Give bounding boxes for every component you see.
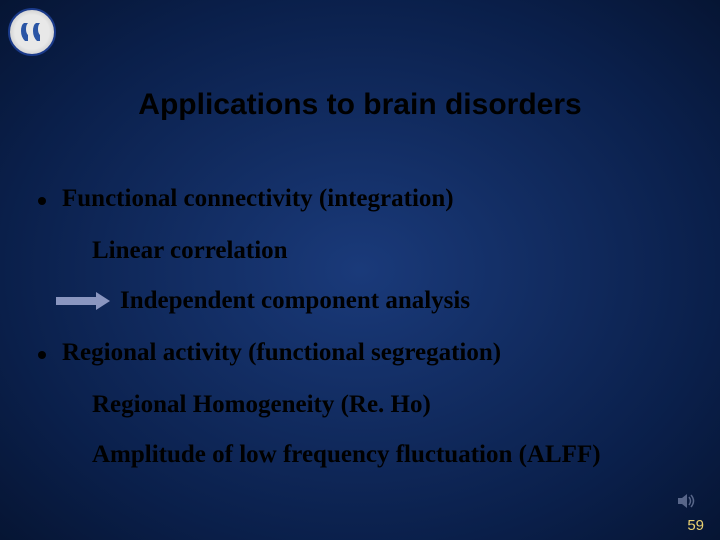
sub-item: Amplitude of low frequency fluctuation (… xyxy=(92,441,690,469)
bullet-text: Functional connectivity (integration) xyxy=(62,185,454,213)
bullet-dot-icon xyxy=(38,197,46,205)
bullet-dot-icon xyxy=(38,351,46,359)
bullet-item: Functional connectivity (integration) xyxy=(38,185,690,213)
sub-item: Regional Homogeneity (Re. Ho) xyxy=(92,391,690,419)
slide-body: Functional connectivity (integration) Li… xyxy=(38,185,690,491)
org-logo xyxy=(8,8,56,56)
arrow-item: Independent component analysis xyxy=(56,287,690,315)
speaker-icon xyxy=(676,490,698,512)
sub-item: Linear correlation xyxy=(92,237,690,265)
logo-graphic xyxy=(17,17,47,47)
bullet-item: Regional activity (functional segregatio… xyxy=(38,339,690,367)
slide-title: Applications to brain disorders xyxy=(0,88,720,122)
arrow-right-icon xyxy=(56,292,110,310)
bullet-text: Regional activity (functional segregatio… xyxy=(62,339,501,367)
arrow-text: Independent component analysis xyxy=(120,287,470,315)
slide-number: 59 xyxy=(687,517,704,534)
